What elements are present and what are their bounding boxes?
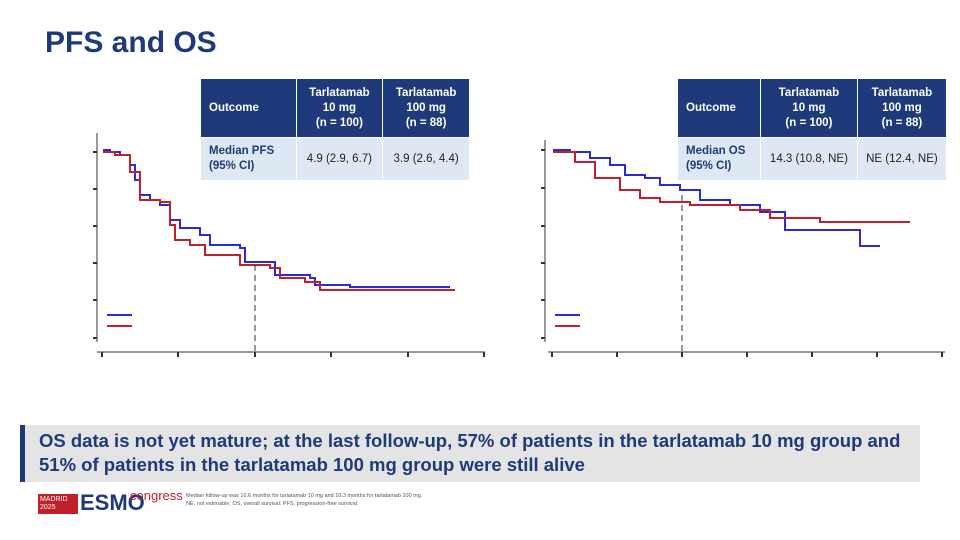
cell-line: Tarlatamab	[309, 86, 370, 99]
cell-line: NE (12.4, NE)	[866, 152, 938, 165]
cell-line: Tarlatamab	[395, 86, 457, 99]
cell-line: 4.9 (2.9, 6.7)	[306, 152, 373, 165]
body-cell: Median PFS (95% CI)	[200, 137, 297, 181]
cell-line: 100 mg	[406, 101, 446, 114]
cell-line: Median OS	[686, 145, 746, 157]
cell-line: Tarlatamab	[871, 86, 933, 99]
header-row: Outcome Tarlatamab 10 mg (n = 100) Tarlatama…	[200, 78, 470, 138]
cell-line: 10 mg	[322, 101, 357, 114]
cell-line: Outcome	[686, 101, 736, 114]
body-cell: 3.9 (2.6, 4.4)	[382, 137, 470, 181]
header-cell: Outcome	[676, 78, 762, 138]
logo-year: 2025	[40, 504, 56, 511]
header-cell: Tarlatamab 10 mg (n = 100)	[760, 78, 858, 138]
logo-brand: ESMO	[80, 490, 145, 515]
callout: OS data is not yet mature; at the last f…	[20, 425, 920, 482]
body-cell: NE (12.4, NE)	[856, 137, 948, 181]
cell-line: (n = 88)	[881, 116, 923, 129]
cell-line: Tarlatamab	[778, 86, 840, 99]
cell-line: Outcome	[209, 101, 259, 114]
cell-line: 14.3 (10.8, NE)	[769, 152, 848, 165]
cell-line: (n = 100)	[315, 116, 363, 129]
logo-city: MADRID	[40, 496, 68, 503]
logo-event: congress	[130, 488, 183, 503]
cell-line: (95% CI)	[209, 160, 255, 172]
header-row: Outcome Tarlatamab 10 mg (n = 100) Tarlatama…	[676, 78, 948, 138]
ticks	[93, 151, 485, 357]
cell-line: 10 mg	[792, 101, 826, 114]
cell-line: 100 mg	[882, 101, 922, 114]
pfs-100mg-curve	[103, 151, 455, 291]
pfs-table: Outcome Tarlatamab 10 mg (n = 100) Tarlatama…	[200, 78, 470, 181]
header-cell: Tarlatamab 100 mg (n = 88)	[382, 78, 470, 138]
header-cell: Outcome	[200, 78, 297, 138]
slide-title: PFS and OS	[45, 26, 217, 59]
body-cell: 4.9 (2.9, 6.7)	[295, 137, 384, 181]
cell-line: Median PFS	[209, 145, 275, 157]
ticks	[541, 149, 943, 357]
header-cell: Tarlatamab 10 mg (n = 100)	[295, 78, 384, 138]
footnotes: Median follow-up was 10.6 months for tar…	[186, 492, 422, 508]
os-100mg-curve	[553, 151, 910, 223]
body-cell: Median OS (95% CI)	[676, 137, 762, 181]
header-cell: Tarlatamab 100 mg (n = 88)	[856, 78, 948, 138]
body-row: Median PFS (95% CI) 4.9 (2.9, 6.7) 3.9 (2.6…	[200, 137, 470, 181]
footnote: NE, not estimable; OS, overall survival;…	[186, 501, 359, 507]
body-row: Median OS (95% CI) 14.3 (10.8, NE) NE (12.4…	[676, 137, 948, 181]
cell-line: (95% CI)	[686, 160, 732, 172]
axes	[93, 133, 945, 357]
os-10mg-curve	[553, 149, 880, 247]
footnote: Median follow-up was 10.6 months for tar…	[186, 493, 423, 499]
cell-line: (n = 100)	[785, 116, 833, 129]
body-cell: 14.3 (10.8, NE)	[760, 137, 858, 181]
cell-line: 3.9 (2.6, 4.4)	[393, 152, 459, 165]
os-table: Outcome Tarlatamab 10 mg (n = 100) Tarlatama…	[676, 78, 948, 181]
logo-badge: MADRID 2025	[38, 494, 78, 514]
cell-line: (n = 88)	[405, 116, 447, 129]
